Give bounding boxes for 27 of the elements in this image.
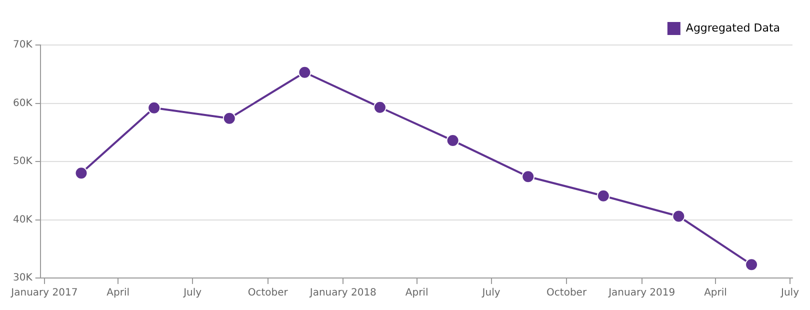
- x-tick-label: July: [481, 288, 500, 299]
- point: [74, 166, 88, 180]
- y-tick-label: 30K: [13, 272, 33, 284]
- point: [298, 66, 312, 79]
- point: [522, 170, 535, 184]
- point: [222, 112, 236, 125]
- x-tick-label: January 2017: [10, 288, 78, 299]
- x-tick-label: April: [704, 288, 727, 299]
- x-tick-label: January 2018: [308, 288, 376, 299]
- x-tick-label: October: [546, 288, 588, 299]
- y-tick-label: 40K: [13, 214, 33, 226]
- y-tick-label: 60K: [13, 98, 33, 109]
- point: [745, 258, 758, 272]
- point: [446, 134, 460, 148]
- x-tick-label: July: [780, 288, 800, 299]
- y-tick-label: 50K: [13, 156, 33, 168]
- point: [596, 189, 610, 202]
- y-tick-label: 70K: [13, 40, 33, 51]
- legend-label: Aggregated Data: [686, 21, 780, 34]
- x-tick-label: April: [405, 288, 428, 299]
- point: [672, 210, 686, 223]
- x-tick-label: October: [248, 288, 289, 299]
- point: [373, 100, 386, 114]
- x-tick-label: July: [182, 288, 202, 299]
- x-tick-label: January 2019: [608, 288, 676, 299]
- x-tick-label: April: [106, 288, 130, 299]
- point: [148, 101, 161, 114]
